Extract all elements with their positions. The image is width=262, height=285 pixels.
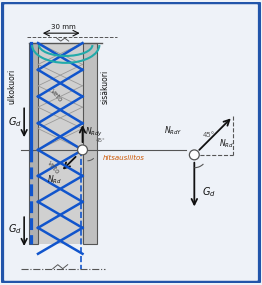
Text: 45°: 45° [95,138,105,143]
Text: 30 mm: 30 mm [51,24,76,30]
Text: ulkokuori: ulkokuori [8,69,17,104]
Text: $N_{Rd}$: $N_{Rd}$ [219,137,233,150]
Circle shape [189,150,199,160]
FancyBboxPatch shape [2,3,260,282]
Text: veto: veto [46,160,60,176]
Bar [83,43,97,244]
Text: sisäkuori: sisäkuori [101,70,110,104]
Circle shape [78,145,88,155]
Text: 45°: 45° [202,132,215,138]
Bar [29,43,38,244]
Text: $N_{RdY}$: $N_{RdY}$ [164,125,182,137]
Text: veto: veto [48,88,63,103]
Text: $N_{Rd}$: $N_{Rd}$ [47,173,62,186]
Text: $N_{Rdy}$: $N_{Rdy}$ [85,126,103,139]
Text: hitsausliitos: hitsausliitos [102,155,144,161]
Bar [38,43,83,244]
Text: $G_d$: $G_d$ [8,115,22,129]
Text: $G_d$: $G_d$ [202,186,216,199]
Text: $G_d$: $G_d$ [8,222,22,236]
